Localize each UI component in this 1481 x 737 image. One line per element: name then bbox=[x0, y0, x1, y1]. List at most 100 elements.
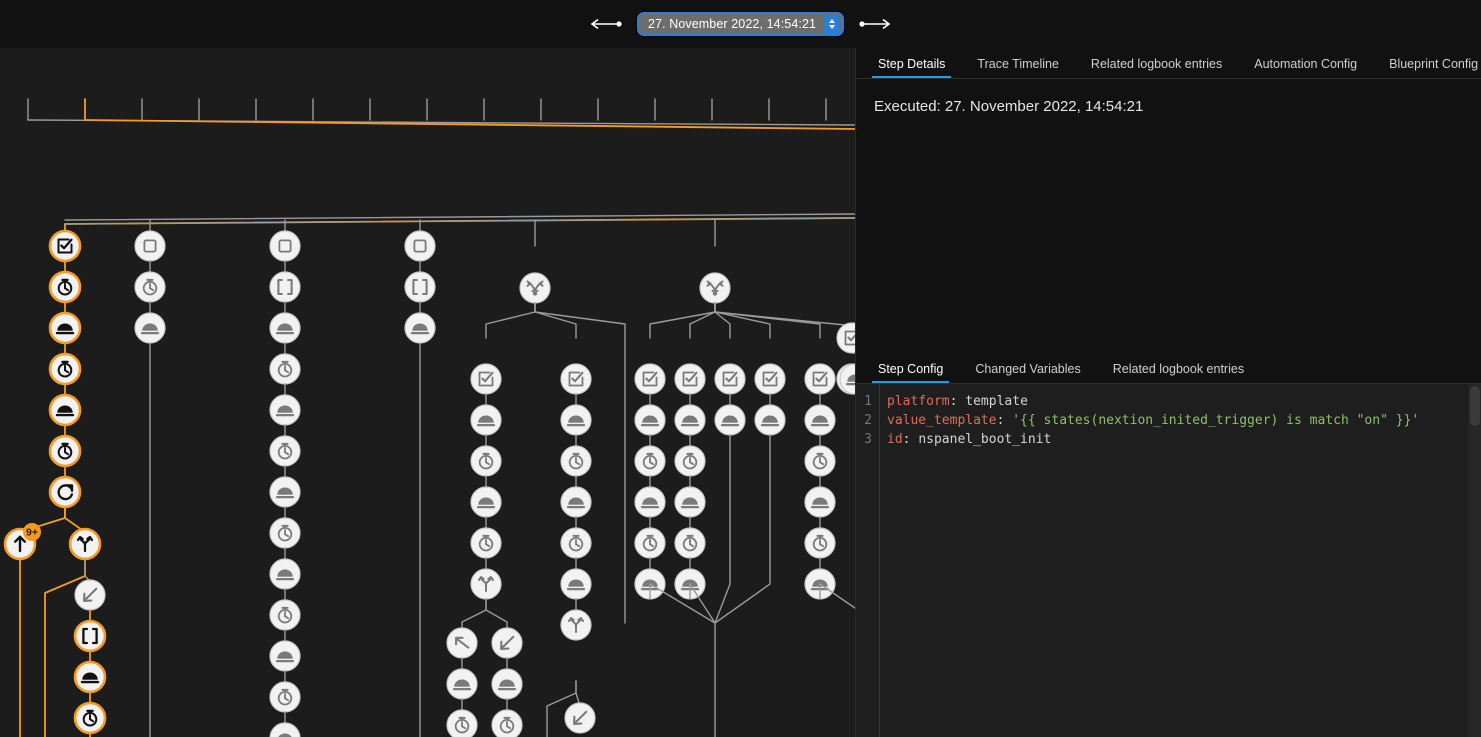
graph-node-bell[interactable] bbox=[674, 486, 706, 518]
node-circle[interactable] bbox=[48, 475, 82, 509]
tab-automation-config[interactable]: Automation Config bbox=[1254, 57, 1358, 71]
graph-node-repeat[interactable] bbox=[48, 475, 82, 509]
graph-node-checkbox[interactable] bbox=[634, 363, 666, 395]
graph-node-bell[interactable] bbox=[269, 312, 301, 344]
graph-node-bell[interactable] bbox=[269, 394, 301, 426]
tab-changed-variables[interactable]: Changed Variables bbox=[975, 362, 1081, 376]
graph-node-bell[interactable] bbox=[470, 404, 502, 436]
graph-node-brackets[interactable] bbox=[73, 619, 107, 653]
graph-node-bell[interactable] bbox=[446, 668, 478, 700]
graph-node-bell[interactable] bbox=[804, 486, 836, 518]
graph-node-bell[interactable] bbox=[560, 404, 592, 436]
graph-node-checkbox[interactable] bbox=[804, 363, 836, 395]
graph-node-stopwatch[interactable] bbox=[634, 527, 666, 559]
graph-node-stopwatch[interactable] bbox=[269, 435, 301, 467]
graph-node-stopwatch[interactable] bbox=[804, 445, 836, 477]
node-circle[interactable] bbox=[269, 722, 301, 737]
graph-node-bell[interactable] bbox=[269, 722, 301, 737]
tab-step-config[interactable]: Step Config bbox=[862, 362, 959, 383]
graph-node-stopwatch[interactable] bbox=[674, 445, 706, 477]
graph-node-brackets[interactable] bbox=[404, 271, 436, 303]
node-circle[interactable] bbox=[269, 271, 301, 303]
graph-node-branch[interactable] bbox=[68, 527, 102, 561]
graph-node-square[interactable] bbox=[134, 230, 166, 262]
graph-node-bell[interactable] bbox=[714, 404, 746, 436]
node-circle[interactable] bbox=[269, 230, 301, 262]
graph-node-checkbox[interactable] bbox=[560, 363, 592, 395]
graph-node-arrow-up[interactable]: 9+ bbox=[3, 523, 41, 561]
graph-node-stopwatch[interactable] bbox=[804, 527, 836, 559]
graph-node-stopwatch[interactable] bbox=[73, 701, 107, 735]
editor-scrollbar-thumb[interactable] bbox=[1470, 386, 1480, 426]
tab-related-logbook-entries-lower[interactable]: Related logbook entries bbox=[1112, 362, 1245, 376]
graph-node-bell[interactable] bbox=[404, 312, 436, 344]
graph-node-stopwatch[interactable] bbox=[491, 709, 523, 737]
graph-node-checkbox[interactable] bbox=[674, 363, 706, 395]
graph-node-checkbox[interactable] bbox=[754, 363, 786, 395]
graph-node-stopwatch[interactable] bbox=[674, 527, 706, 559]
graph-node-stopwatch[interactable] bbox=[48, 270, 82, 304]
node-circle[interactable] bbox=[404, 230, 436, 262]
trace-graph-canvas[interactable]: 9+ bbox=[0, 48, 855, 737]
graph-node-branch[interactable] bbox=[470, 568, 502, 600]
node-circle[interactable] bbox=[519, 272, 551, 304]
graph-node-stopwatch[interactable] bbox=[470, 527, 502, 559]
graph-node-stopwatch[interactable] bbox=[269, 599, 301, 631]
editor-scrollbar[interactable] bbox=[1468, 384, 1481, 737]
arrow-right-icon[interactable] bbox=[856, 17, 892, 31]
node-circle[interactable] bbox=[73, 619, 107, 653]
graph-node-bell[interactable] bbox=[674, 404, 706, 436]
graph-node-branch[interactable] bbox=[560, 609, 592, 641]
tab-related-logbook-entries[interactable]: Related logbook entries bbox=[1090, 57, 1223, 71]
graph-node-bell[interactable] bbox=[48, 311, 82, 345]
graph-node-bell[interactable] bbox=[634, 404, 666, 436]
node-circle[interactable] bbox=[699, 272, 731, 304]
graph-node-stopwatch[interactable] bbox=[48, 434, 82, 468]
graph-node-arrow-down-left[interactable] bbox=[74, 579, 106, 611]
graph-node-arrow-down-left[interactable] bbox=[564, 702, 596, 734]
stepper-up-down-icon[interactable] bbox=[824, 14, 840, 34]
graph-node-shuffle[interactable] bbox=[519, 272, 551, 304]
tab-blueprint-config[interactable]: Blueprint Config bbox=[1389, 57, 1479, 71]
graph-node-bell[interactable] bbox=[754, 404, 786, 436]
graph-node-square[interactable] bbox=[404, 230, 436, 262]
graph-node-stopwatch[interactable] bbox=[560, 445, 592, 477]
graph-node-stopwatch[interactable] bbox=[48, 352, 82, 386]
graph-node-bell[interactable] bbox=[804, 404, 836, 436]
graph-node-arrow-down-left[interactable] bbox=[491, 627, 523, 659]
graph-node-checkbox[interactable] bbox=[714, 363, 746, 395]
graph-node-checkbox[interactable] bbox=[836, 322, 855, 354]
graph-node-stopwatch[interactable] bbox=[446, 709, 478, 737]
graph-node-stopwatch[interactable] bbox=[560, 527, 592, 559]
graph-node-stopwatch[interactable] bbox=[269, 517, 301, 549]
graph-node-bell[interactable] bbox=[634, 486, 666, 518]
graph-node-brackets[interactable] bbox=[269, 271, 301, 303]
graph-node-arrow-up-left[interactable] bbox=[446, 627, 478, 659]
graph-node-bell[interactable] bbox=[491, 668, 523, 700]
arrow-left-icon[interactable] bbox=[589, 17, 625, 31]
trace-select[interactable]: 27. November 2022, 14:54:21 bbox=[636, 12, 845, 36]
graph-node-bell[interactable] bbox=[560, 568, 592, 600]
node-circle[interactable] bbox=[134, 230, 166, 262]
graph-node-bell[interactable] bbox=[269, 640, 301, 672]
graph-node-bell[interactable] bbox=[470, 486, 502, 518]
graph-node-bell[interactable] bbox=[839, 363, 855, 395]
graph-node-bell[interactable] bbox=[48, 393, 82, 427]
tab-trace-timeline[interactable]: Trace Timeline bbox=[977, 57, 1059, 71]
graph-node-checkbox[interactable] bbox=[470, 363, 502, 395]
graph-node-stopwatch[interactable] bbox=[134, 271, 166, 303]
step-config-code-editor[interactable]: 1 platform: template 2 value_template: '{{ … bbox=[856, 384, 1481, 737]
graph-node-stopwatch[interactable] bbox=[269, 353, 301, 385]
graph-node-stopwatch[interactable] bbox=[470, 445, 502, 477]
graph-node-shuffle[interactable] bbox=[699, 272, 731, 304]
graph-node-square[interactable] bbox=[269, 230, 301, 262]
graph-node-stopwatch[interactable] bbox=[269, 681, 301, 713]
graph-node-checkbox[interactable] bbox=[48, 229, 82, 263]
node-circle[interactable] bbox=[839, 363, 855, 395]
graph-node-bell[interactable] bbox=[269, 558, 301, 590]
tab-step-details[interactable]: Step Details bbox=[862, 57, 961, 78]
graph-node-bell[interactable] bbox=[269, 476, 301, 508]
graph-node-bell[interactable] bbox=[73, 660, 107, 694]
node-circle[interactable] bbox=[404, 271, 436, 303]
graph-node-stopwatch[interactable] bbox=[634, 445, 666, 477]
